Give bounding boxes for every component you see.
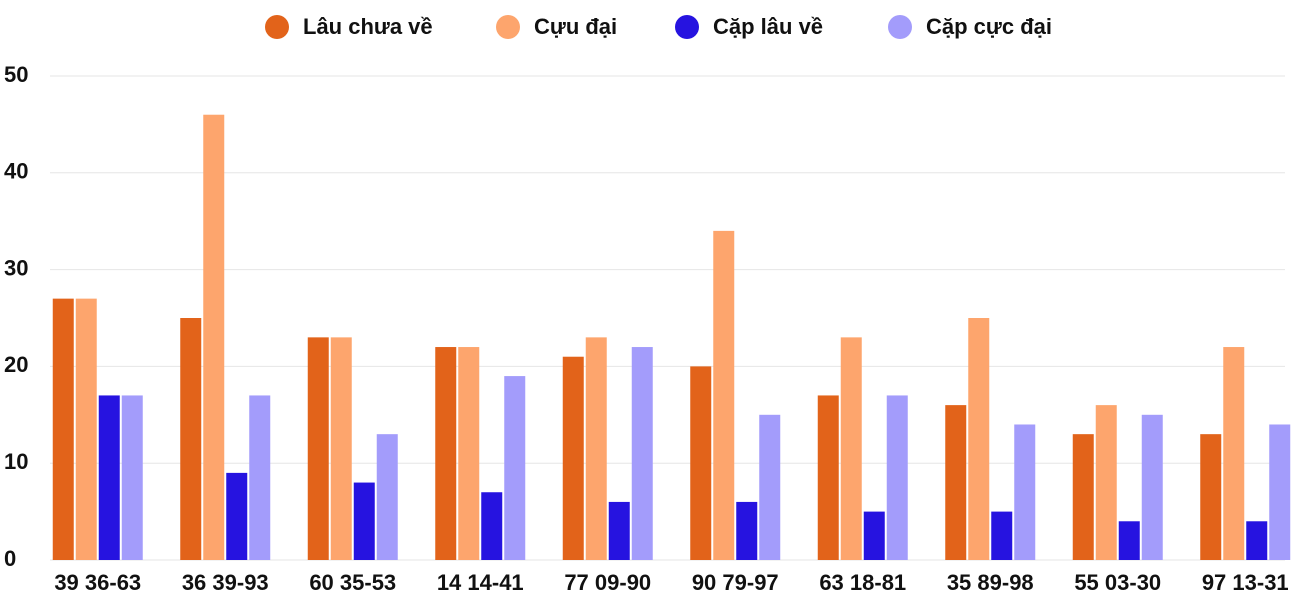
bar — [458, 347, 480, 560]
y-tick-label: 30 — [4, 255, 28, 280]
bar — [863, 511, 885, 560]
bar — [75, 298, 97, 560]
y-tick-label: 50 — [4, 62, 28, 87]
bar — [435, 347, 457, 560]
x-tick-label: 90 79-97 — [692, 570, 779, 595]
x-tick-label: 36 39-93 — [182, 570, 269, 595]
bar — [353, 482, 375, 560]
bar — [481, 492, 503, 560]
bar — [121, 395, 143, 560]
legend-swatch — [888, 15, 912, 39]
bar — [1118, 521, 1140, 560]
bar — [759, 414, 781, 560]
bar — [562, 356, 584, 560]
bar — [1072, 434, 1094, 560]
bar — [585, 337, 607, 560]
bar — [1269, 424, 1291, 560]
bar — [886, 395, 908, 560]
bar — [1095, 405, 1117, 560]
legend-label: Lâu chưa về — [303, 14, 433, 39]
bar — [608, 501, 630, 560]
bar — [736, 501, 758, 560]
bar — [1246, 521, 1268, 560]
legend-label: Cựu đại — [534, 14, 617, 39]
bar — [968, 318, 990, 560]
bar — [817, 395, 839, 560]
bar — [690, 366, 712, 560]
y-tick-label: 40 — [4, 159, 28, 184]
bar — [307, 337, 329, 560]
legend-swatch — [496, 15, 520, 39]
legend-label: Cặp cực đại — [926, 14, 1052, 39]
legend-swatch — [265, 15, 289, 39]
bar — [1200, 434, 1222, 560]
bar — [840, 337, 862, 560]
legend-label: Cặp lâu về — [713, 14, 823, 39]
bar — [376, 434, 398, 560]
y-tick-label: 20 — [4, 352, 28, 377]
bar — [945, 405, 967, 560]
x-tick-label: 77 09-90 — [564, 570, 651, 595]
x-tick-label: 39 36-63 — [54, 570, 141, 595]
bar — [249, 395, 271, 560]
bar — [203, 114, 225, 560]
y-tick-label: 0 — [4, 546, 16, 571]
x-tick-label: 97 13-31 — [1202, 570, 1289, 595]
bar — [52, 298, 74, 560]
x-tick-label: 35 89-98 — [947, 570, 1034, 595]
bar — [631, 347, 653, 560]
bar — [504, 376, 526, 560]
bar — [1014, 424, 1036, 560]
x-tick-label: 14 14-41 — [437, 570, 524, 595]
bar — [1141, 414, 1163, 560]
x-tick-label: 55 03-30 — [1074, 570, 1161, 595]
x-tick-label: 60 35-53 — [309, 570, 396, 595]
y-tick-label: 10 — [4, 449, 28, 474]
bar — [180, 318, 202, 560]
legend-swatch — [675, 15, 699, 39]
bar — [330, 337, 352, 560]
bar — [1223, 347, 1245, 560]
bar — [991, 511, 1013, 560]
x-tick-label: 63 18-81 — [819, 570, 906, 595]
bar — [98, 395, 120, 560]
bar — [226, 472, 248, 560]
bar — [713, 230, 735, 560]
